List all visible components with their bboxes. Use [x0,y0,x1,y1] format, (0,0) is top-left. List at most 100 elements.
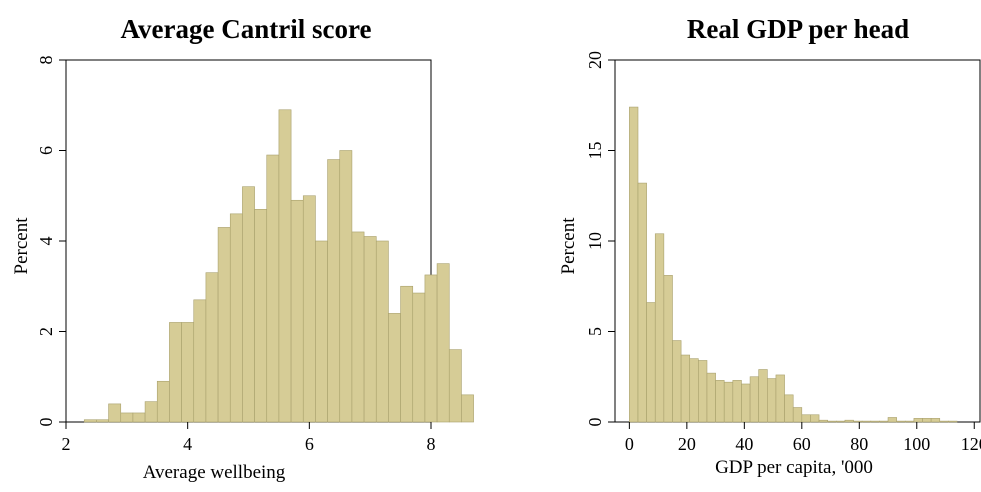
histogram-bar [436,263,450,423]
y-tick-label: 5 [585,327,605,336]
histogram-bar [461,394,474,423]
histogram-bar [732,380,742,423]
histogram-bar [922,418,932,423]
histogram-bar [801,414,811,423]
panel-right: Real GDP per head 0 20 40 60 80 100 120 0 5 10 15 2… [558,14,981,478]
y-axis-label-right: Percent [558,217,579,275]
histogram-bar [375,240,389,423]
histogram-bar [629,106,639,423]
histogram-bar [302,195,316,423]
x-tick-label: 60 [793,434,811,454]
x-tick-label: 20 [678,434,696,454]
chart-title-left: Average Cantril score [121,14,372,44]
histogram-bar [654,233,665,423]
histogram-bar [363,236,377,423]
histogram-bar [637,182,647,423]
histogram-bar [217,227,231,423]
histogram-bar [689,358,699,423]
histogram-bar [132,412,146,423]
histogram-bar [775,374,785,423]
histogram-bar [879,420,889,423]
histogram-bar [83,419,97,423]
histogram-bar [339,150,353,423]
histogram-bar [913,418,923,423]
histogram-bar [741,383,751,423]
histogram-bar [844,419,854,423]
histogram-bar [108,403,122,423]
histogram-bar [767,378,777,423]
x-tick-label: 120 [961,434,981,454]
histogram-bar [156,380,170,423]
x-tick-label: 4 [183,434,192,454]
histogram-bar [278,109,292,423]
histogram-bar [663,275,673,423]
histogram-bar [144,401,158,423]
histogram-bar [758,369,768,423]
x-tick-label: 0 [625,434,634,454]
histogram-bar [388,313,401,423]
histogram-bar [896,420,906,423]
histogram-bar [242,186,255,423]
histogram-bar [723,381,734,423]
chart-title-right: Real GDP per head [687,14,909,44]
histogram-bar [904,420,915,423]
histogram-bar [939,420,949,423]
histogram-bar [672,340,682,423]
histogram-bar [715,380,725,423]
histogram-bar [327,159,341,423]
y-tick-label: 15 [585,142,605,160]
histogram-bar [784,394,794,423]
histogram-bar [680,354,691,423]
histogram-bar [835,420,846,423]
x-tick-label: 6 [305,434,314,454]
y-axis-label-left: Percent [11,217,32,275]
y-tick-label: 8 [36,56,56,65]
histogram-bar [810,414,820,423]
histogram-bar [749,376,760,423]
histogram-bar [887,417,897,423]
x-tick-label: 80 [850,434,868,454]
y-tick-label: 2 [36,327,56,336]
histogram-bar [870,420,880,423]
histogram-bar [930,418,941,423]
histogram-bar [853,420,863,423]
y-tick-label: 0 [585,418,605,427]
y-tick-label: 20 [585,51,605,69]
histogram-bar [861,420,872,423]
histogram-bar [169,322,182,423]
histogram-bar [706,372,716,423]
histogram-bar [120,412,134,423]
y-tick-label: 6 [36,146,56,155]
x-tick-label: 8 [427,434,436,454]
histogram-bar [205,272,219,423]
histogram-bar [424,274,438,423]
y-tick-label: 4 [36,237,56,246]
histogram-bar [193,299,207,423]
y-tick-label: 10 [585,232,605,250]
histogram-bar [827,420,837,423]
histogram-bar [400,285,414,423]
histogram-bar [254,209,268,423]
histogram-bar [818,419,828,423]
histogram-bar [412,292,426,423]
histogram-bar [229,213,243,423]
histogram-bar [792,407,803,423]
histogram-bar [266,154,280,423]
histogram-bar [698,360,708,423]
histogram-bar [181,322,195,423]
x-axis-label-left: Average wellbeing [143,462,286,483]
y-tick-label: 0 [36,418,56,427]
histogram-bar [646,302,656,423]
x-tick-label: 2 [62,434,71,454]
x-axis-label-right: GDP per capita, '000 [715,457,873,478]
x-tick-label: 40 [735,434,753,454]
histogram-bar [96,419,109,423]
plot-region-right: 0 20 40 60 80 100 120 0 5 10 15 20 [585,51,981,454]
histogram-bar [351,231,365,423]
histogram-bar [315,240,328,423]
x-tick-label: 100 [903,434,930,454]
